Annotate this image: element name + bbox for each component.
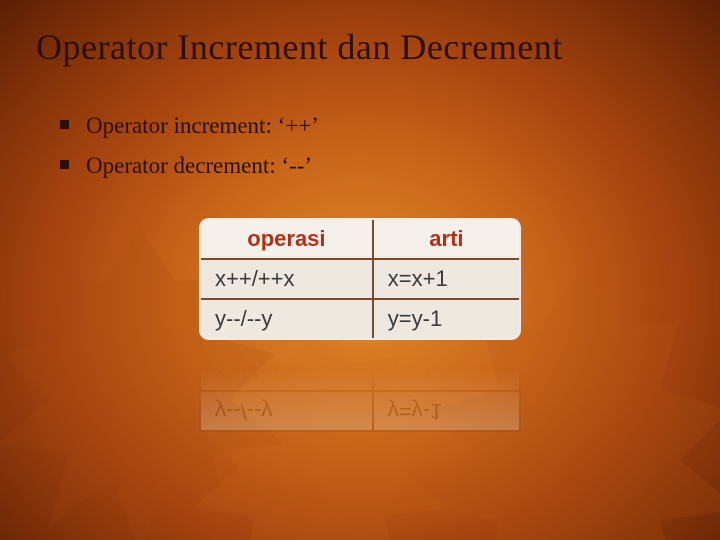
operator-table: operasi arti x++/++x x=x+1 y--/--y y=y-1	[199, 218, 521, 340]
table-cell: x++/++x	[200, 259, 373, 299]
table-cell: y--/--y	[200, 299, 373, 339]
table-cell: y=y-1	[373, 299, 520, 339]
bullet-item: Operator decrement: ‘--’	[60, 148, 319, 184]
table-row: x++/++x x=x+1	[200, 351, 520, 391]
table-cell: x=x+1	[373, 259, 520, 299]
bullet-text: Operator increment: ‘++’	[86, 113, 319, 138]
slide-title: Operator Increment dan Decrement	[36, 26, 684, 68]
table-cell: x=x+1	[373, 351, 520, 391]
bullet-item: Operator increment: ‘++’	[60, 108, 319, 144]
table-row: y--/--y y=y-1	[200, 391, 520, 431]
table-header-row: operasi arti	[200, 219, 520, 259]
table-cell: x++/++x	[200, 351, 373, 391]
bullet-text: Operator decrement: ‘--’	[86, 153, 312, 178]
table-reflection: y--/--y y=y-1 x++/++x x=x+1	[199, 342, 521, 432]
table-row: y--/--y y=y-1	[200, 299, 520, 339]
slide: Operator Increment dan Decrement Operato…	[0, 0, 720, 540]
table-cell: y--/--y	[200, 391, 373, 431]
table-cell: y=y-1	[373, 391, 520, 431]
operator-table-container: operasi arti x++/++x x=x+1 y--/--y y=y-1	[199, 218, 521, 432]
table-row: x++/++x x=x+1	[200, 259, 520, 299]
table-header-cell: operasi	[200, 219, 373, 259]
table-header-cell: arti	[373, 219, 520, 259]
bullet-list: Operator increment: ‘++’ Operator decrem…	[60, 108, 319, 187]
operator-table-reflected: y--/--y y=y-1 x++/++x x=x+1	[199, 350, 521, 432]
